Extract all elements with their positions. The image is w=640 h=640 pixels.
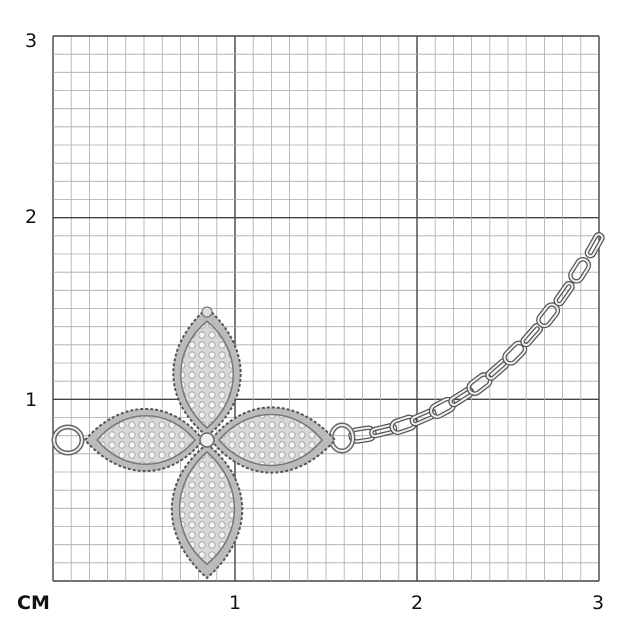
bracelet-chain xyxy=(348,232,605,444)
measurement-grid xyxy=(52,35,600,582)
unit-label: CM xyxy=(17,592,50,614)
y-tick-1: 1 xyxy=(25,389,38,411)
chain-link xyxy=(568,256,592,284)
chain-link xyxy=(409,408,437,427)
chain-link xyxy=(553,280,575,307)
left-jump-ring xyxy=(51,424,85,456)
petal-right xyxy=(209,406,337,474)
chain-link xyxy=(369,422,398,439)
petal-left xyxy=(83,408,205,472)
diamond-flower-charm xyxy=(83,306,337,580)
x-tick-1: 1 xyxy=(229,592,242,614)
top-bead xyxy=(201,306,213,318)
x-tick-2: 2 xyxy=(411,592,424,614)
chain-link xyxy=(584,232,605,259)
chain-link xyxy=(520,322,544,348)
x-tick-3: 3 xyxy=(592,592,605,614)
y-tick-2: 2 xyxy=(25,206,38,228)
petal-top xyxy=(172,306,242,438)
center-bead xyxy=(199,432,215,448)
petal-bottom xyxy=(170,442,244,580)
chain-link xyxy=(536,302,561,329)
y-tick-3: 3 xyxy=(25,30,38,52)
chain-link xyxy=(389,414,418,435)
